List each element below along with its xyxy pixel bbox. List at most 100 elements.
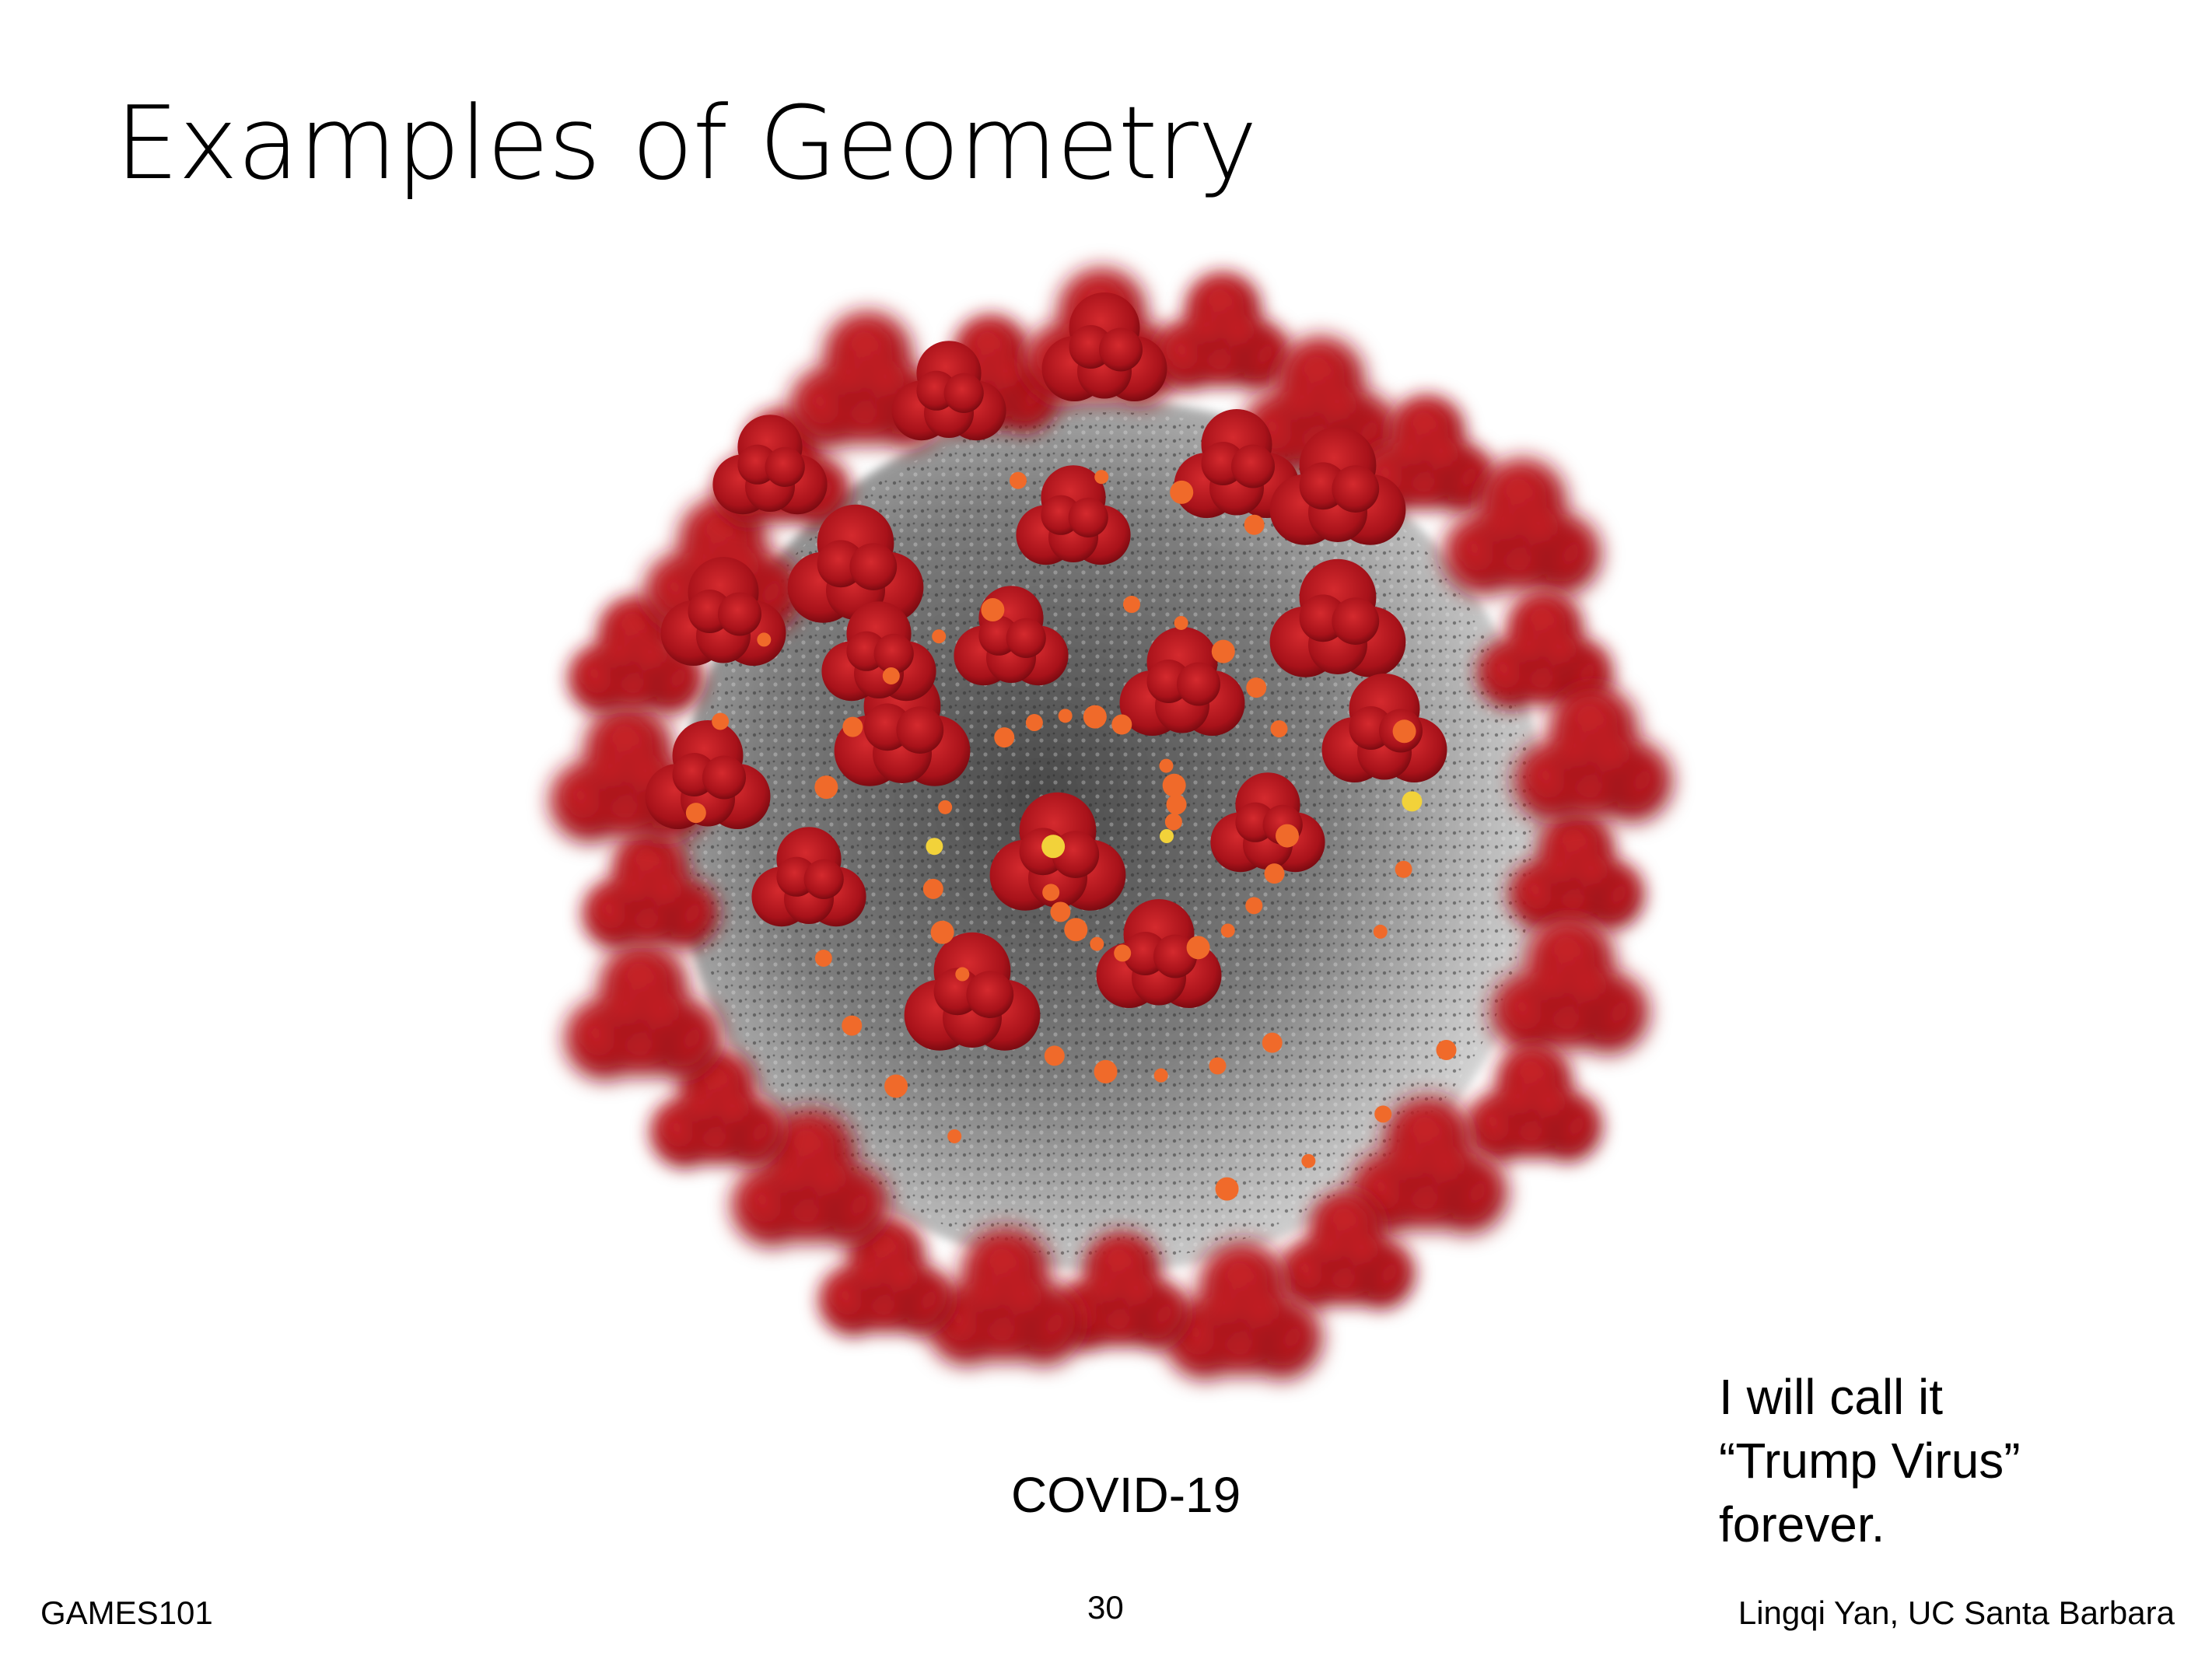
side-note: I will call it “Trump Virus” forever.	[1719, 1365, 2021, 1556]
spike-protein	[1041, 292, 1167, 401]
surface-protein	[930, 920, 954, 944]
surface-protein	[1090, 936, 1104, 951]
surface-protein	[1042, 884, 1060, 901]
surface-protein	[1094, 1059, 1118, 1083]
spike-protein	[904, 932, 1041, 1051]
surface-protein	[1270, 720, 1288, 738]
surface-protein	[1245, 897, 1263, 915]
coronavirus-illustration	[513, 241, 1711, 1431]
note-line: I will call it	[1719, 1369, 1944, 1425]
surface-protein	[932, 629, 947, 644]
spike-protein	[891, 341, 1006, 441]
surface-protein	[955, 967, 970, 982]
surface-protein	[842, 716, 863, 737]
spike-protein	[1269, 426, 1406, 545]
surface-protein	[922, 878, 943, 899]
note-line: “Trump Virus”	[1719, 1433, 2021, 1489]
surface-protein	[1436, 1039, 1457, 1060]
spike-protein	[1349, 1097, 1508, 1234]
surface-protein	[1064, 918, 1088, 942]
surface-protein	[1215, 1177, 1239, 1201]
surface-protein	[712, 712, 730, 730]
spike-protein	[1119, 627, 1245, 736]
spike-protein	[1508, 811, 1645, 930]
surface-protein	[814, 775, 838, 800]
surface-protein	[1220, 923, 1235, 938]
spike-protein	[1154, 271, 1291, 390]
surface-protein	[1170, 480, 1194, 504]
slide-title: Examples of Geometry	[115, 84, 1258, 202]
surface-protein	[1264, 863, 1285, 884]
spike-protein	[564, 943, 723, 1080]
surface-protein	[1153, 1068, 1168, 1083]
spike-protein	[649, 1049, 786, 1168]
spike-proteins	[549, 268, 1672, 1380]
spike-protein	[660, 557, 786, 666]
spike-protein	[1359, 394, 1496, 513]
surface-protein	[994, 727, 1015, 748]
surface-protein	[1162, 773, 1186, 797]
surface-protein	[814, 949, 832, 967]
spike-protein	[1269, 558, 1406, 677]
surface-protein	[842, 1015, 863, 1036]
surface-protein	[1402, 791, 1423, 812]
spike-protein	[1016, 465, 1131, 565]
surface-protein	[1159, 758, 1174, 773]
surface-protein	[1111, 714, 1132, 735]
surface-protein	[1160, 829, 1174, 843]
spike-protein	[1279, 1191, 1416, 1310]
surface-protein	[1083, 705, 1107, 729]
surface-protein	[1166, 794, 1187, 815]
surface-protein	[1186, 936, 1210, 960]
surface-protein	[1114, 944, 1132, 962]
spike-protein	[549, 705, 708, 843]
spike-protein	[1466, 1043, 1602, 1162]
surface-protein	[1275, 824, 1299, 848]
surface-protein	[1392, 719, 1416, 744]
surface-protein	[1262, 1032, 1283, 1053]
surface-proteins	[685, 470, 1457, 1201]
figure-caption: COVID-19	[1011, 1467, 1241, 1523]
spike-protein	[731, 1109, 889, 1247]
spike-protein	[751, 827, 866, 927]
surface-protein	[1174, 615, 1188, 630]
surface-protein	[1246, 677, 1267, 698]
surface-protein	[685, 803, 706, 824]
surface-protein	[1094, 470, 1109, 485]
surface-protein	[947, 1129, 962, 1143]
spike-protein	[1174, 409, 1300, 518]
spike-protein	[582, 831, 719, 950]
surface-protein	[1164, 813, 1182, 831]
spike-protein	[1514, 685, 1672, 823]
surface-protein	[1044, 1045, 1065, 1066]
surface-protein	[1211, 639, 1235, 663]
spike-protein	[1491, 916, 1650, 1054]
surface-protein	[1395, 860, 1412, 878]
surface-protein	[1058, 709, 1073, 723]
surface-protein	[981, 598, 1005, 622]
spike-protein	[926, 1228, 1085, 1366]
surface-protein	[926, 838, 943, 856]
spike-protein	[1096, 899, 1222, 1008]
surface-protein	[1009, 471, 1027, 489]
page-number: 30	[1087, 1589, 1124, 1626]
surface-protein	[1209, 1057, 1227, 1075]
spike-protein	[834, 667, 971, 786]
surface-protein	[1123, 596, 1141, 614]
surface-protein	[882, 667, 900, 685]
surface-protein	[1041, 835, 1066, 859]
spike-protein	[1477, 590, 1613, 709]
surface-protein	[1244, 514, 1265, 535]
surface-protein	[1050, 901, 1071, 922]
spike-protein	[821, 601, 936, 702]
surface-protein	[1301, 1153, 1316, 1168]
footer-course: GAMES101	[40, 1594, 213, 1631]
spike-protein	[1443, 458, 1601, 596]
surface-protein	[1373, 924, 1388, 939]
note-line: forever.	[1719, 1496, 1885, 1552]
surface-protein	[757, 632, 772, 647]
surface-protein	[884, 1074, 908, 1098]
surface-protein	[1025, 714, 1043, 732]
spike-protein	[712, 415, 828, 515]
